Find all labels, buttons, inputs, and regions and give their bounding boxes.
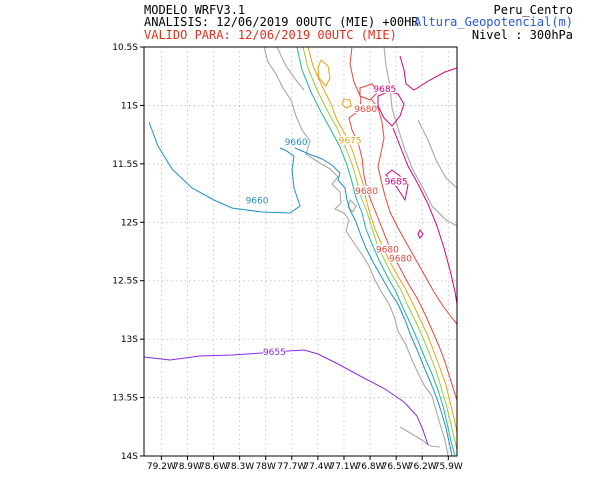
contour-label: 9685 (385, 178, 408, 188)
contour-9660-west (148, 121, 301, 214)
contour-9685 (399, 55, 457, 91)
map-frame (143, 46, 458, 457)
header-analysis: ANALISIS: 12/06/2019 00UTC (MIE) +00HR (144, 15, 419, 29)
header-variable: Altura_Geopotencial(m) (414, 15, 573, 29)
lon-tick-label: 77.4W (303, 462, 332, 472)
contour-9685-east (392, 127, 457, 305)
contour-label-bg (354, 104, 377, 114)
lon-tick-label: 78.6W (199, 462, 228, 472)
lon-tick-label: 76.8W (356, 462, 385, 472)
contour-label-bg (339, 135, 362, 145)
boundary-inland (383, 47, 457, 227)
contour-label: 9680 (389, 255, 412, 265)
lat-tick-label: 14S (121, 452, 138, 462)
header-model: MODELO WRFV3.1 (144, 3, 246, 17)
contour-label: 9680 (354, 105, 377, 115)
boundary-north (276, 47, 305, 91)
contour-label-bg (355, 185, 378, 195)
lon-tick-label: 76.5W (382, 462, 411, 472)
contour-label-bg (376, 244, 399, 254)
lat-tick-label: 11.5S (112, 160, 138, 170)
header-valid: VALIDO PARA: 12/06/2019 00UTC (MIE) (144, 28, 397, 42)
lon-tick-label: 77.7W (277, 462, 306, 472)
contour-9665 (296, 47, 456, 456)
contour-label-bg (246, 195, 269, 205)
grid-lines (144, 46, 457, 457)
lon-tick-label: 78.3W (225, 462, 254, 472)
contour-9685-small (417, 229, 424, 239)
contour-label-bg (373, 84, 396, 94)
contour-9685-south (385, 169, 409, 202)
contour-label: 9680 (376, 245, 399, 255)
contour-9675-loop (317, 59, 331, 87)
contour-label: 9655 (263, 348, 286, 358)
coastline (263, 47, 457, 456)
contour-label: 9660 (246, 196, 269, 206)
lon-tick-label: 79.2W (147, 462, 176, 472)
contour-9655 (144, 349, 429, 446)
contour-9675 (307, 47, 457, 433)
coastline-path (263, 47, 449, 456)
header-region: Peru_Centro (493, 3, 573, 17)
contour-label-bg (285, 136, 308, 146)
lon-tick-label: 76.2W (408, 462, 437, 472)
contours (144, 47, 457, 456)
boundary-south (399, 426, 441, 448)
contour-label: 9680 (355, 187, 378, 197)
lat-tick-label: 12.5S (112, 277, 138, 287)
lat-tick-label: 12S (121, 218, 138, 228)
lat-tick-label: 13.5S (112, 394, 138, 404)
contour-label: 9660 (285, 138, 308, 148)
contour-label-bg (385, 176, 408, 186)
contour-label: 9685 (373, 85, 396, 95)
contour-9675-small (341, 98, 352, 109)
boundary-east (417, 119, 457, 189)
lon-tick-label: 78.9W (173, 462, 202, 472)
contour-9680-loop (359, 83, 379, 101)
lon-tick-label: 75.9W (434, 462, 463, 472)
lat-tick-label: 13S (121, 335, 138, 345)
lon-tick-label: 78W (256, 462, 276, 472)
contour-label-bg (389, 253, 412, 263)
contour-9680-inner (370, 98, 457, 325)
contour-9660-east (294, 147, 453, 456)
lat-tick-label: 10.5S (112, 43, 138, 53)
lat-tick-label: 11S (121, 101, 138, 111)
lon-tick-label: 77.1W (329, 462, 358, 472)
header-level: Nivel : 300hPa (471, 28, 573, 42)
contour-9670 (302, 47, 457, 451)
contour-label-bg (263, 347, 286, 357)
map-background (144, 47, 457, 456)
contour-label: 9675 (339, 137, 362, 147)
axis-ticks: 10.5S11S11.5S12S12.5S13S13.5S14S79.2W78.… (112, 43, 463, 472)
